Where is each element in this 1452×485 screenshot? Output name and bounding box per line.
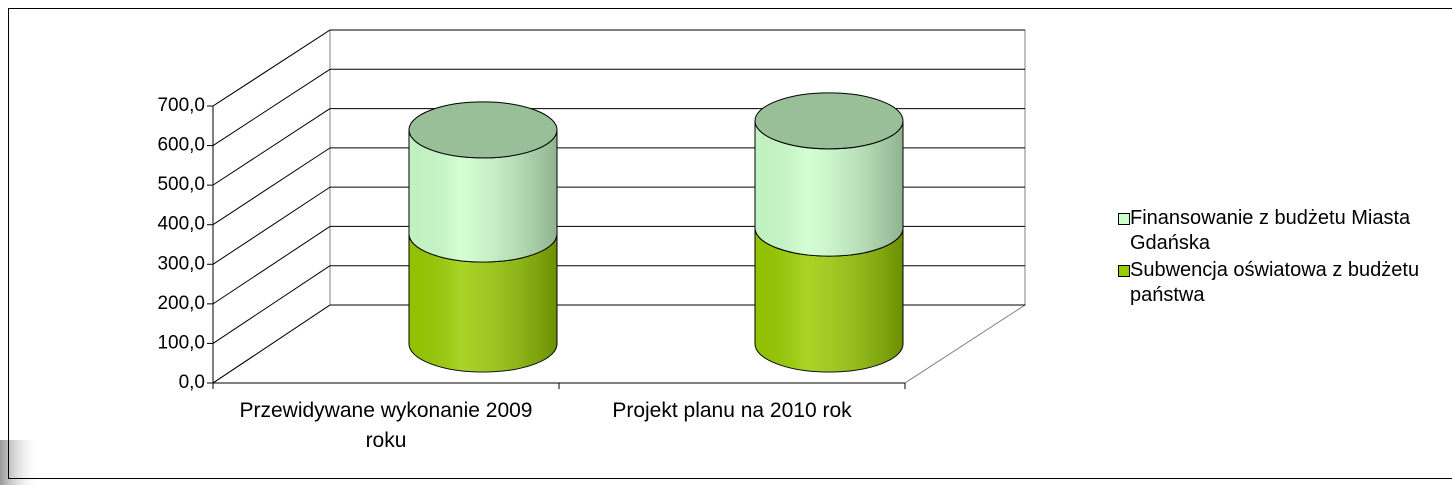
grid-line [212,186,331,265]
legend-swatch [1118,213,1130,225]
x-tick-label: Projekt planu na 2010 rok [612,399,852,422]
grid-line [212,68,331,146]
legend-label: Finansowanie z budżetu Miasta Gdańska [1130,206,1452,256]
cylinder-top [754,92,904,150]
y-tick-label: 200,0 [157,293,205,314]
grid-line [212,147,331,226]
grid-line [212,265,331,344]
y-tick-label: 0,0 [179,372,205,393]
grid-line [212,304,331,384]
y-tick-label: 100,0 [157,332,205,353]
y-tick-label: 700,0 [157,95,205,116]
legend-swatch [1118,265,1130,277]
cylinder-top-shade [409,101,557,158]
grid-line [212,226,331,305]
y-tick-label: 600,0 [157,135,205,156]
cylinder-shade [409,129,557,262]
decor [0,440,40,485]
legend-text: Finansowanie z budżetu Miasta Gdańska [1130,207,1411,254]
y-tick-label: 500,0 [157,174,205,195]
cylinder-shade [755,228,903,372]
grid-line [212,29,331,107]
y-tick-label: 300,0 [157,253,205,274]
y-tick-label: 400,0 [157,214,205,235]
cylinder-shade [755,120,903,257]
legend-text: Subwencja oświatowa z budżetu państwa [1130,259,1420,306]
chart-border [8,8,1452,479]
legend-label: Subwencja oświatowa z budżetu państwa [1130,258,1440,308]
cylinder-shade [409,233,557,372]
x-tick-label: Przewidywane wykonanie 2009 roku [239,399,533,452]
cylinder-top [408,101,558,159]
grid-line [212,108,331,186]
cylinder-top-shade [755,92,903,149]
